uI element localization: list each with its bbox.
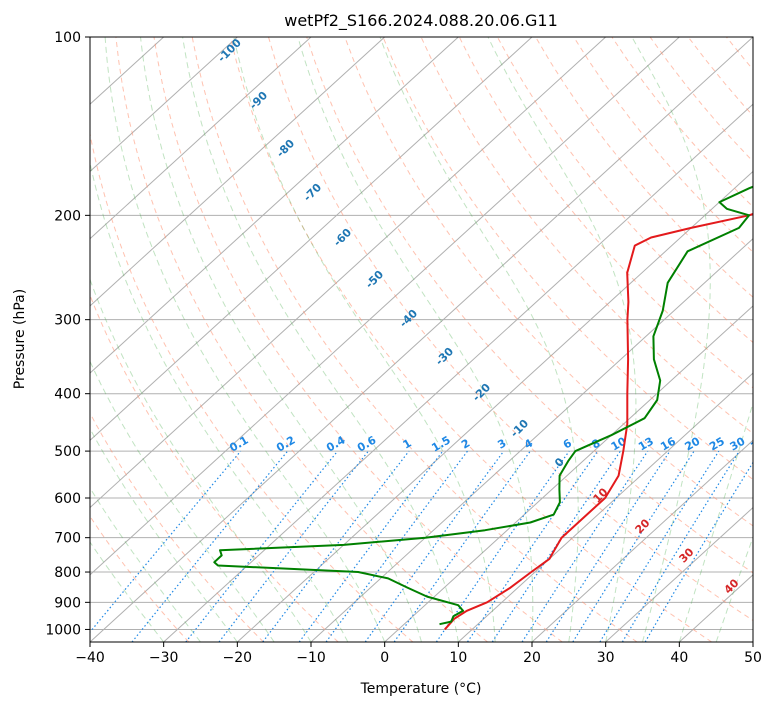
y-tick-label: 300 <box>54 313 81 329</box>
dry-adiabat-line <box>153 37 563 642</box>
background-lines <box>90 37 775 642</box>
plot-frame <box>89 36 754 643</box>
y-tick-label: 200 <box>54 208 81 224</box>
dry-adiabat-line <box>496 37 753 344</box>
dry-adiabat-line <box>765 37 775 642</box>
x-tick-label: −30 <box>149 650 179 666</box>
x-tick-label: 0 <box>380 650 389 666</box>
isotherm-line <box>605 506 753 642</box>
y-tick-label: 500 <box>54 444 81 460</box>
mixing-ratio-line <box>325 450 468 642</box>
moist-adiabat-line <box>90 487 201 642</box>
x-tick-label: 20 <box>523 650 541 666</box>
x-tick-label: −10 <box>296 650 326 666</box>
x-axis-label: Temperature (°C) <box>360 681 482 697</box>
mixing-ratio-line <box>298 450 444 642</box>
moist-adiabat-line <box>631 37 711 642</box>
dry-adiabat-line <box>90 515 190 642</box>
dry-adiabat-line <box>306 37 753 574</box>
x-tick-label: 40 <box>670 650 688 666</box>
moist-adiabat-line <box>715 535 753 642</box>
mixing-ratio-line <box>572 450 695 642</box>
isotherm-line <box>90 37 386 307</box>
temperature-profile-line <box>444 212 753 631</box>
x-tick-label: 30 <box>597 650 615 666</box>
mixing-ratio-label: 36 <box>748 434 768 453</box>
y-tick-label: 700 <box>54 531 81 547</box>
moist-adiabat-line <box>90 541 165 642</box>
mixing-ratio-line <box>262 450 410 642</box>
dry-adiabat-line <box>268 37 753 622</box>
dry-adiabat-line <box>90 131 414 642</box>
mixing-ratio-line <box>364 450 505 642</box>
x-tick-label: 10 <box>449 650 467 666</box>
moist-adiabat-line <box>379 37 579 642</box>
isotherm-line <box>457 372 753 642</box>
isotherm-line <box>90 37 753 642</box>
y-tick-label: 900 <box>54 595 81 611</box>
isotherm-line <box>163 103 753 642</box>
isotherm-line <box>310 237 753 642</box>
mixing-ratio-line <box>521 450 649 642</box>
x-tick-label: 50 <box>744 650 762 666</box>
y-tick-label: 100 <box>54 30 81 46</box>
mixing-ratio-line <box>621 450 740 642</box>
moist-adiabat-line <box>487 37 637 642</box>
mixing-ratio-line <box>393 450 531 642</box>
mixing-ratio-line <box>90 450 242 633</box>
isotherm-line <box>752 641 753 642</box>
y-tick-label: 400 <box>54 387 81 403</box>
x-tick-label: −40 <box>75 650 105 666</box>
moist-adiabat-line <box>182 37 459 642</box>
y-axis-label: Pressure (hPa) <box>12 289 28 389</box>
moist-adiabat-line <box>90 360 275 642</box>
mixing-ratio-line <box>131 450 289 642</box>
isotherm-line <box>531 439 753 642</box>
profiles <box>213 185 753 631</box>
y-tick-label: 600 <box>54 491 81 507</box>
isotherm-line <box>236 170 753 642</box>
moist-adiabat-line <box>104 37 386 642</box>
isotherm-line <box>90 37 607 509</box>
dewpoint-profile-line <box>213 185 753 626</box>
dry-adiabat-line <box>344 37 753 527</box>
mixing-ratio-line <box>491 450 621 642</box>
isotherm-line <box>90 37 312 240</box>
dry-adiabat-line <box>90 293 339 642</box>
chart-title: wetPf2_S166.2024.088.20.06.G11 <box>284 11 558 31</box>
dry-adiabat-line <box>90 412 264 642</box>
isotherm-line <box>90 37 238 173</box>
isotherm-line <box>90 37 533 442</box>
isotherm-line <box>90 37 459 374</box>
isotherm-line <box>384 305 753 642</box>
dry-adiabat-line <box>458 37 753 389</box>
x-tick-label: −20 <box>223 650 253 666</box>
isotherm-line <box>90 37 680 576</box>
moist-adiabat-line <box>678 401 753 642</box>
mixing-ratio-line <box>545 450 671 642</box>
moist-adiabat-line <box>90 278 312 642</box>
mixing-ratio-line <box>466 450 599 642</box>
mixing-ratio-line <box>185 450 339 642</box>
moist-adiabat-line <box>90 160 349 642</box>
dry-adiabat-line <box>191 37 638 642</box>
moist-adiabat-line <box>90 427 238 642</box>
moist-adiabat-line <box>140 37 422 642</box>
y-tick-label: 800 <box>54 565 81 581</box>
y-tick-label: 1000 <box>45 622 81 638</box>
moist-adiabat-line <box>297 37 534 642</box>
axis-ticks: −40 −30 −20 −10 0 10 20 30 40 50 1000 900 800 700 600 5… <box>45 30 762 666</box>
dry-adiabat-line <box>229 37 712 642</box>
